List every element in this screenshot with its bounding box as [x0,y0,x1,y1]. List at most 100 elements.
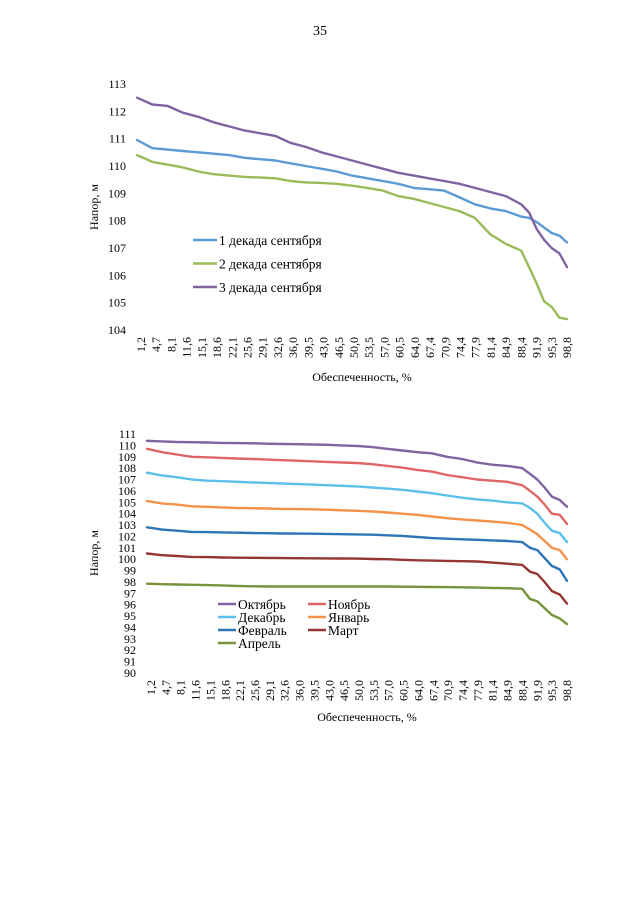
chart0-y-tick-label: 111 [109,132,126,146]
chart0-x-tick-label: 15,1 [195,337,209,358]
chart1-y-tick-label: 101 [118,541,136,555]
chart1-y-tick-label: 96 [124,598,136,612]
chart0-x-tick-label: 11,6 [180,337,194,358]
chart0-y-tick-label: 113 [108,77,126,91]
chart1-y-tick-label: 90 [124,666,136,680]
chart1-y-tick-label: 102 [118,529,136,543]
chart1-x-tick-label: 64,0 [411,680,425,701]
chart1-x-tick-label: 67,4 [426,680,440,701]
chart0-x-tick-label: 43,0 [317,337,331,358]
chart1-legend-label: Апрель [238,636,281,651]
chart0-x-tick-label: 60,5 [393,337,407,358]
chart0-x-tick-label: 1,2 [134,337,148,352]
chart0-x-tick-label: 8,1 [164,337,178,352]
chart1-legend-label: Ноябрь [328,597,370,612]
chart1-series-line-2 [145,447,569,526]
chart0-x-tick-label: 95,3 [545,337,559,358]
chart1-y-tick-label: 99 [124,564,136,578]
chart0-x-tick-label: 57,0 [377,337,391,358]
chart1-x-tick-label: 43,0 [322,680,336,701]
chart0-y-tick-label: 107 [108,241,126,255]
chart1-x-tick-label: 46,5 [337,680,351,701]
chart1-x-axis-title: Обеспеченность, % [317,710,417,724]
chart0-x-tick-label: 32,6 [271,337,285,358]
chart1-legend-label: Февраль [238,623,287,638]
chart0-x-tick-label: 88,4 [514,337,528,358]
chart1-series-line-1 [145,439,569,508]
chart0-x-tick-label: 18,6 [210,337,224,358]
chart1-x-tick-label: 81,4 [486,680,500,701]
chart1-x-tick-label: 4,7 [159,680,173,695]
chart1-y-tick-label: 91 [124,655,136,669]
chart1-x-tick-label: 74,4 [456,680,470,701]
chart0-y-tick-label: 112 [108,104,126,118]
chart0-series-line-3 [135,96,569,269]
chart1-x-tick-label: 77,9 [471,680,485,701]
chart1-y-axis-title: Напор, м [87,530,101,576]
chart0-x-tick-label: 81,4 [484,337,498,358]
chart0-x-tick-label: 36,0 [286,337,300,358]
chart0-series-line-1 [135,138,569,244]
chart1-y-tick-label: 93 [124,632,136,646]
chart1-y-tick-label: 111 [119,427,136,441]
chart0-x-tick-label: 53,5 [362,337,376,358]
chart0-x-tick-label: 91,9 [530,337,544,358]
chart1-y-tick-label: 107 [118,473,136,487]
chart0-y-tick-label: 110 [108,159,126,173]
chart1-legend-label: Октябрь [238,597,286,612]
chart0-series-line-2 [135,153,569,321]
chart1-x-tick-label: 11,6 [189,680,203,701]
chart1-x-tick-label: 39,5 [307,680,321,701]
chart1-y-tick-label: 110 [118,438,136,452]
chart0-x-tick-label: 50,0 [347,337,361,358]
chart1-x-tick-label: 50,0 [352,680,366,701]
chart0-x-tick-label: 84,9 [499,337,513,358]
chart1-series-line-7 [145,582,569,626]
chart1-x-tick-label: 18,6 [218,680,232,701]
chart0-x-tick-label: 64,0 [408,337,422,358]
chart1-x-tick-label: 84,9 [501,680,515,701]
chart1-x-tick-label: 32,6 [278,680,292,701]
chart1-x-tick-label: 15,1 [203,680,217,701]
chart1-x-tick-label: 91,9 [530,680,544,701]
chart1-y-tick-label: 92 [124,643,136,657]
chart0-x-tick-label: 29,1 [256,337,270,358]
chart0-x-tick-label: 22,1 [225,337,239,358]
chart0-y-tick-label: 108 [108,214,126,228]
chart1-x-tick-label: 57,0 [382,680,396,701]
chart1-y-tick-label: 108 [118,461,136,475]
chart1-x-tick-label: 25,6 [248,680,262,701]
chart0-y-tick-label: 109 [108,186,126,200]
chart1-x-tick-label: 53,5 [367,680,381,701]
chart0-x-tick-label: 77,9 [469,337,483,358]
chart0-x-tick-label: 74,4 [454,337,468,358]
chart0-y-tick-label: 106 [108,268,126,282]
chart1-y-tick-label: 94 [124,620,136,634]
chart0-x-tick-label: 67,4 [423,337,437,358]
chart1-legend-label: Январь [328,610,369,625]
chart1-y-tick-label: 104 [118,507,136,521]
chart1-legend-label: Декабрь [238,610,286,625]
chart1-series-line-4 [145,499,569,561]
chart1-x-tick-label: 95,3 [545,680,559,701]
chart1-y-tick-label: 109 [118,450,136,464]
chart1-x-tick-label: 1,2 [144,680,158,695]
chart1-x-tick-label: 88,4 [515,680,529,701]
chart1-series-line-3 [145,471,569,544]
chart1-y-tick-label: 100 [118,552,136,566]
chart0-x-tick-label: 25,6 [241,337,255,358]
chart1-legend-label: Март [328,623,359,638]
chart0-x-tick-label: 39,5 [301,337,315,358]
chart0-x-tick-label: 70,9 [438,337,452,358]
chart1-y-tick-label: 98 [124,575,136,589]
chart0-x-tick-label: 98,8 [560,337,574,358]
page-number: 35 [313,24,327,39]
chart1-x-tick-label: 22,1 [233,680,247,701]
chart0-x-tick-label: 46,5 [332,337,346,358]
chart1-y-tick-label: 103 [118,518,136,532]
chart1-x-tick-label: 36,0 [293,680,307,701]
chart1-x-tick-label: 29,1 [263,680,277,701]
chart0-x-axis-title: Обеспеченность, % [312,370,412,384]
